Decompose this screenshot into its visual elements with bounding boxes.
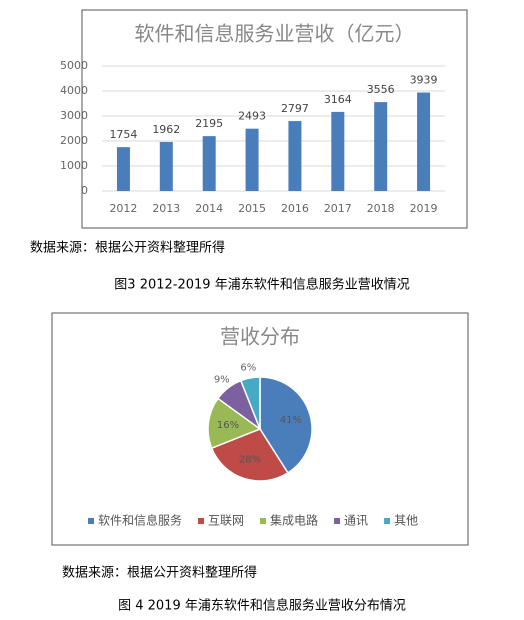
- data-label: 28%: [239, 455, 261, 466]
- x-tick-label: 2018: [367, 202, 395, 215]
- bar: [202, 136, 216, 191]
- x-tick-label: 2012: [109, 202, 137, 215]
- legend-label: 集成电路: [270, 513, 318, 528]
- bar: [374, 102, 388, 191]
- data-label: 2195: [195, 117, 223, 130]
- data-label: 3164: [324, 93, 352, 106]
- y-tick-label: 1000: [60, 159, 88, 172]
- x-tick-label: 2015: [238, 202, 266, 215]
- legend-swatch: [88, 518, 94, 524]
- x-tick-label: 2014: [195, 202, 223, 215]
- legend-label: 通讯: [344, 514, 368, 528]
- bar: [116, 147, 130, 191]
- y-tick-label: 0: [81, 184, 88, 197]
- data-label: 2493: [238, 110, 266, 123]
- data-label: 3939: [410, 74, 438, 87]
- pie-slice: [210, 428, 289, 482]
- figure-caption: 图3 2012-2019 年浦东软件和信息服务业营收情况: [114, 277, 409, 293]
- legend-swatch: [334, 518, 341, 524]
- legend-swatch: [384, 518, 391, 524]
- bar: [417, 92, 431, 191]
- data-label: 41%: [280, 415, 302, 426]
- x-tick-label: 2016: [281, 202, 309, 215]
- bar: [331, 111, 345, 191]
- x-tick-label: 2019: [410, 202, 438, 215]
- y-tick-label: 5000: [60, 59, 88, 72]
- source-note: 数据来源：根据公开资料整理所得: [30, 240, 225, 256]
- bar: [245, 128, 259, 191]
- legend-label: 互联网: [208, 514, 244, 528]
- data-label: 1754: [109, 128, 137, 141]
- legend-label: 其他: [394, 514, 418, 528]
- chart-title: 营收分布: [220, 325, 300, 349]
- figure-caption: 图 4 2019 年浦东软件和信息服务业营收分布情况: [118, 598, 406, 614]
- x-tick-label: 2013: [152, 202, 180, 215]
- legend-swatch: [198, 518, 205, 524]
- data-label: 9%: [214, 375, 230, 386]
- data-label: 1962: [152, 123, 180, 136]
- pie-slice: [239, 376, 261, 430]
- y-tick-label: 2000: [60, 134, 88, 147]
- legend-label: 软件和信息服务: [98, 513, 182, 528]
- legend-swatch: [260, 518, 267, 524]
- source-note: 数据来源：根据公开资料整理所得: [62, 565, 257, 581]
- chart-title: 软件和信息服务业营收（亿元）: [135, 22, 415, 46]
- bar: [288, 121, 302, 191]
- data-label: 16%: [217, 420, 239, 431]
- y-tick-label: 3000: [60, 109, 88, 122]
- data-label: 3556: [367, 83, 395, 96]
- chart-frame: [81, 9, 468, 229]
- y-tick-label: 4000: [60, 84, 88, 97]
- data-label: 6%: [240, 363, 256, 374]
- pie-slice: [207, 397, 262, 450]
- x-tick-label: 2017: [324, 202, 352, 215]
- bar: [159, 141, 173, 191]
- data-label: 2797: [281, 102, 309, 115]
